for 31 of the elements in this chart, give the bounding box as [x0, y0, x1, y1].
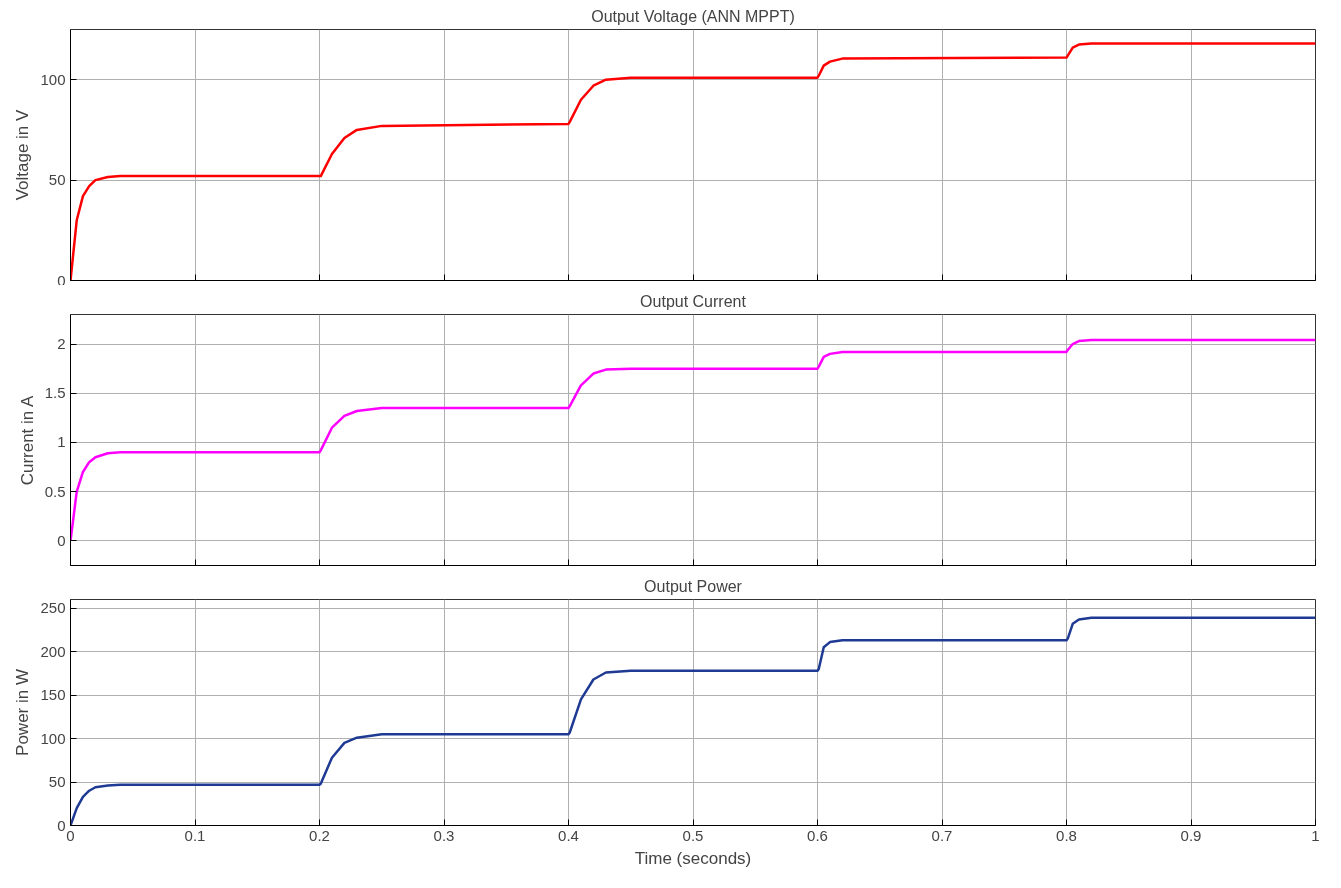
y-axis-title: Power in W	[13, 669, 33, 756]
x-tick-label: 0.6	[807, 826, 828, 844]
chart-title: Output Voltage (ANN MPPT)	[591, 7, 795, 25]
y-tick-label: 50	[48, 171, 66, 189]
y-axis-title: Voltage in V	[13, 108, 33, 201]
y-tick-label: 0	[57, 531, 66, 549]
x-tick-label: 0.5	[682, 826, 704, 844]
x-tick-label: 1	[1311, 826, 1320, 844]
x-tick-label: 0.2	[309, 826, 330, 844]
y-tick-label: 100	[40, 70, 66, 88]
chart-title: Output Current	[640, 292, 747, 310]
y-axis-title: Current in A	[17, 394, 37, 486]
y-tick-label: 50	[48, 773, 66, 791]
y-tick-label: 1.5	[44, 384, 66, 402]
y-tick-label: 0.5	[44, 482, 66, 500]
x-axis-title: Time (seconds)	[634, 848, 752, 868]
y-tick-label: 0	[57, 271, 66, 289]
y-tick-label: 2	[57, 335, 66, 353]
y-tick-label: 100	[40, 729, 66, 747]
x-tick-label: 0.8	[1056, 826, 1077, 844]
y-tick-label: 1	[57, 433, 66, 451]
y-tick-label: 200	[40, 642, 66, 660]
x-tick-label: 0.4	[558, 826, 579, 844]
line-series	[70, 338, 1316, 543]
x-tick-label: 0.9	[1180, 826, 1202, 844]
y-tick-label: 150	[40, 686, 66, 704]
x-tick-label: 0.3	[433, 826, 455, 844]
x-tick-label: 0.1	[184, 826, 206, 844]
y-tick-label: 250	[40, 599, 66, 617]
x-tick-label: 0.7	[931, 826, 953, 844]
chart-title: Output Power	[644, 577, 743, 595]
